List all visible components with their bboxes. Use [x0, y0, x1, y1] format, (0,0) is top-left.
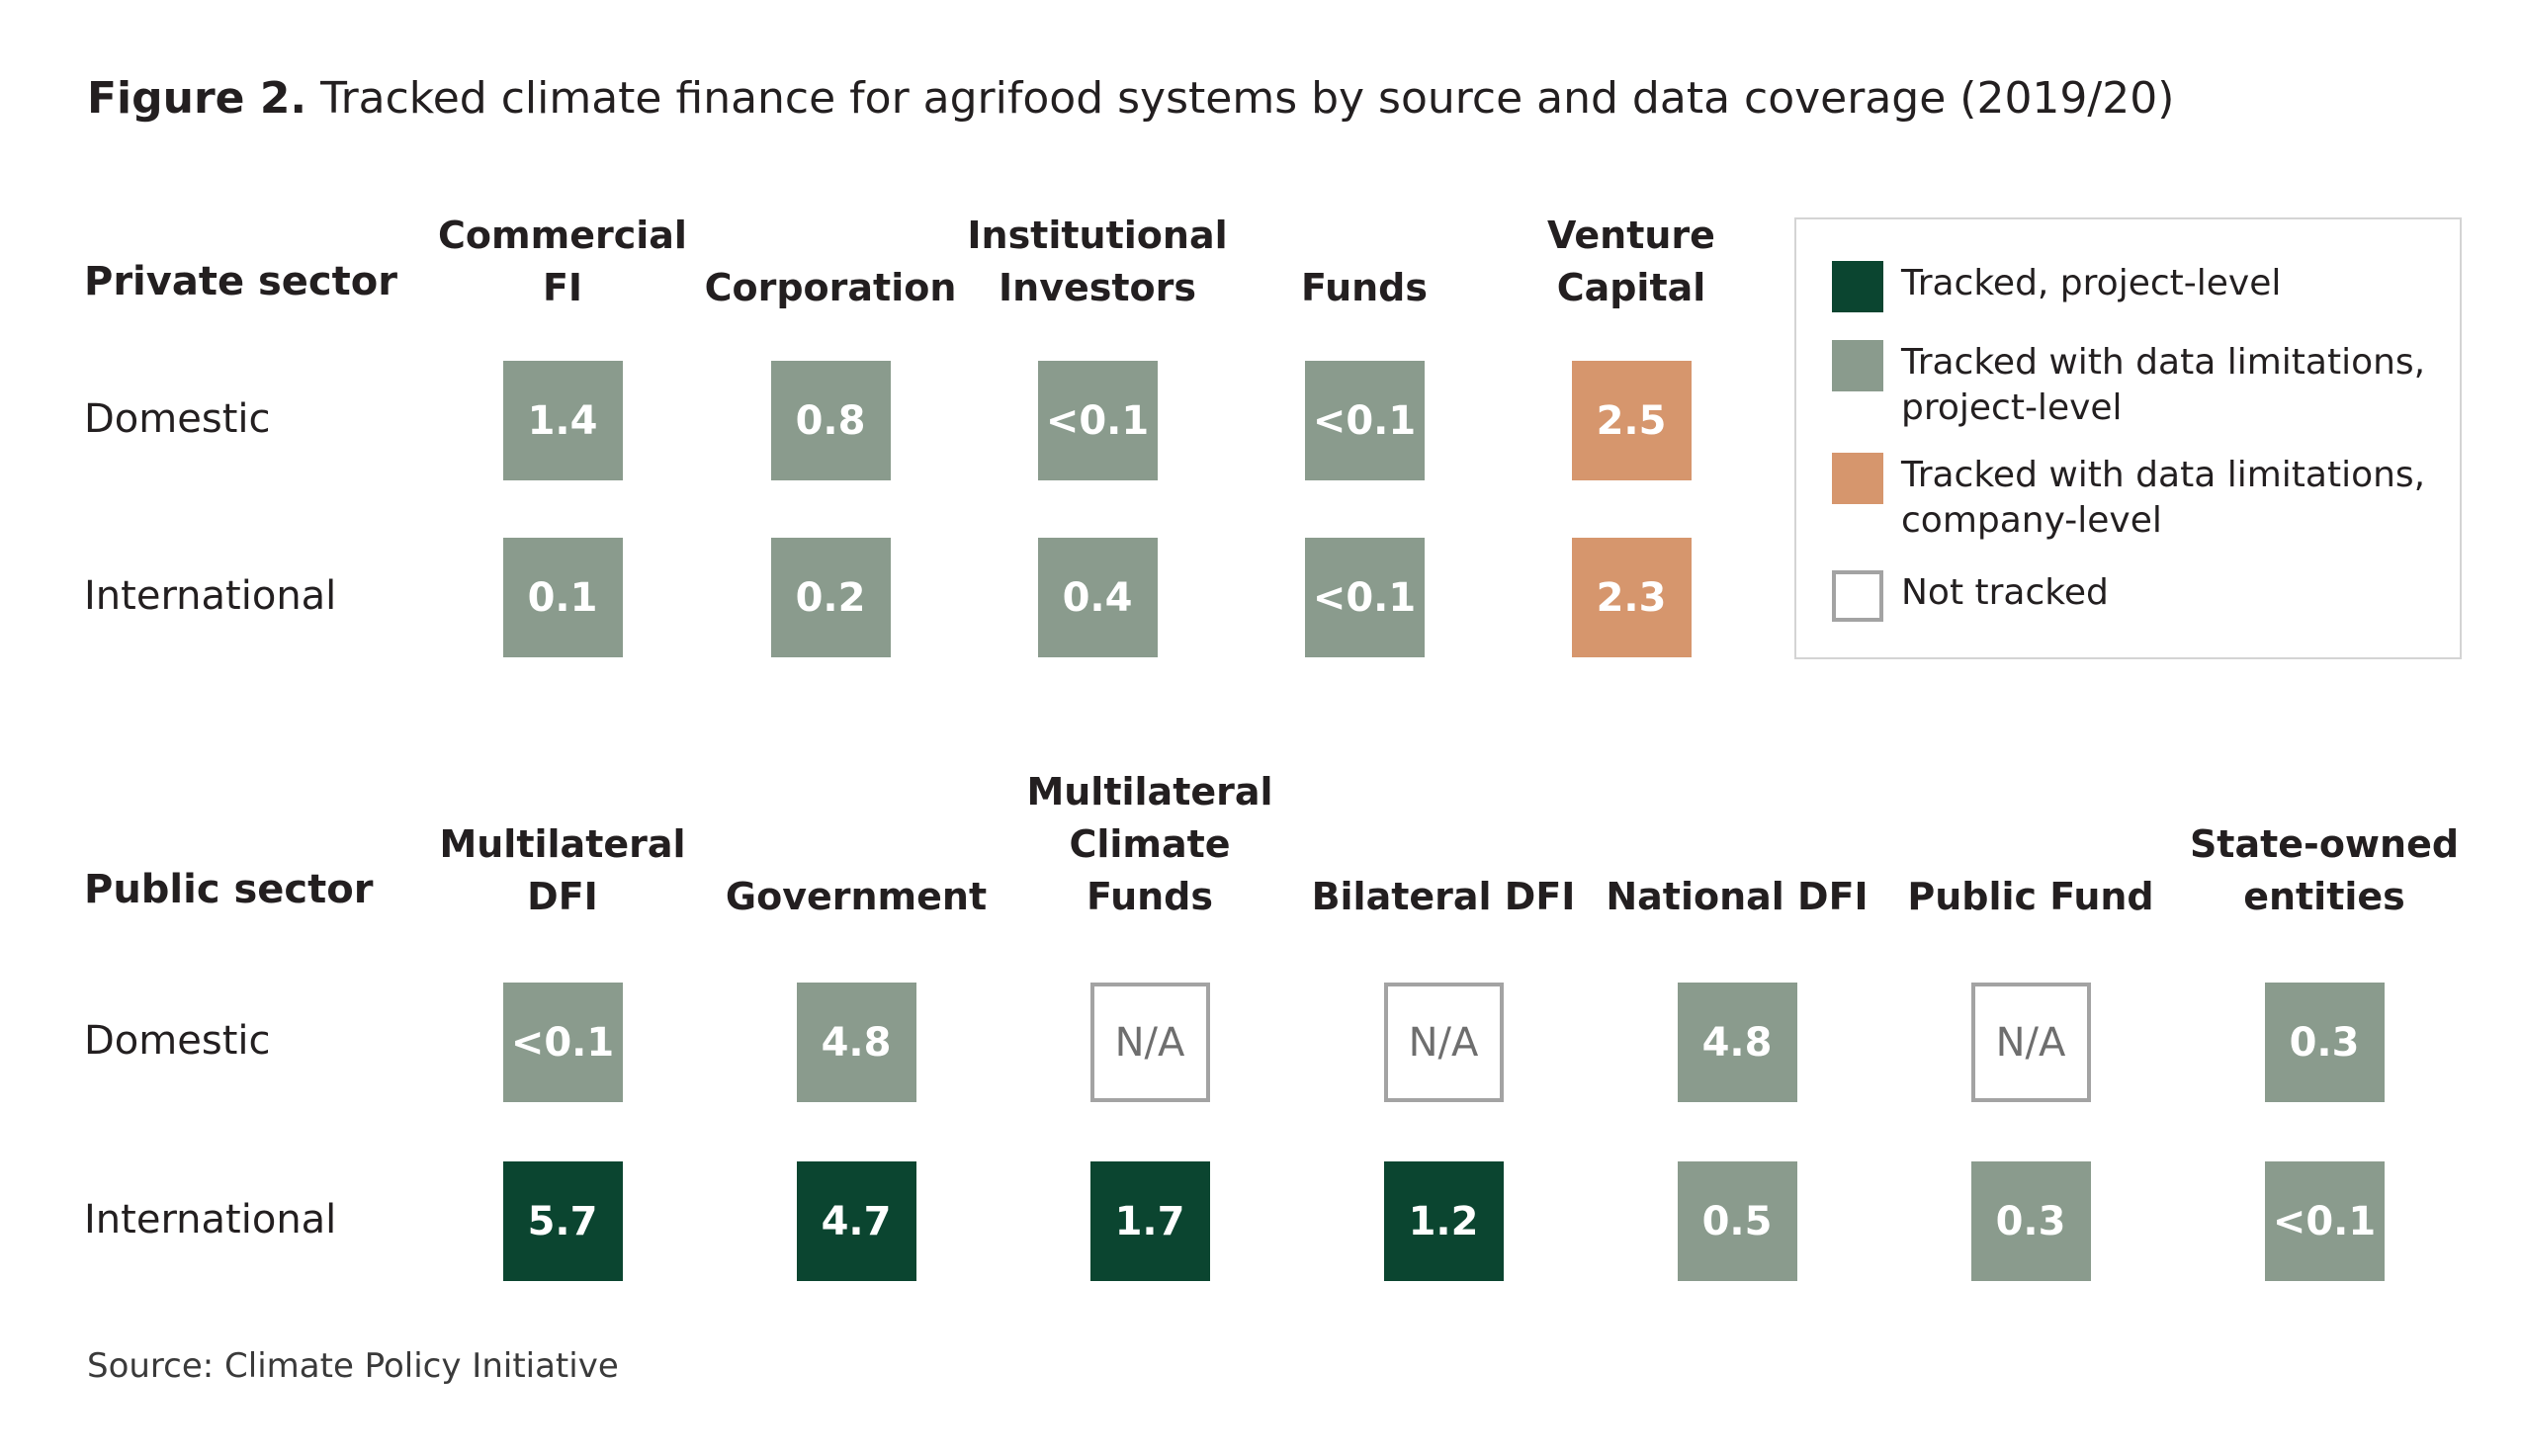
value-cell: 0.5: [1677, 1161, 1797, 1281]
value-cell: 0.3: [2264, 983, 2385, 1102]
value-cell: <0.1: [1304, 538, 1425, 657]
legend-item-not-tracked: Not tracked: [1832, 570, 2455, 622]
value-cell: 0.3: [1970, 1161, 2091, 1281]
value-cell: 1.7: [1089, 1161, 1210, 1281]
value-cell: N/A: [1970, 983, 2091, 1102]
value-cell: N/A: [1089, 983, 1210, 1102]
value-cell: <0.1: [2264, 1161, 2385, 1281]
legend-item-company: Tracked with data limitations, company-l…: [1832, 453, 2455, 544]
column-header: National DFI: [1606, 875, 1869, 918]
value-cell: 2.5: [1571, 361, 1692, 480]
value-cell: 4.7: [796, 1161, 916, 1281]
value-cell: <0.1: [1037, 361, 1158, 480]
legend-swatch-company: [1832, 453, 1883, 504]
value-cell: 1.4: [502, 361, 623, 480]
column-header: Multilateral Climate Funds: [1026, 770, 1273, 918]
column-header: Institutional Investors: [967, 214, 1228, 309]
column-header: Government: [725, 875, 988, 918]
value-cell: N/A: [1383, 983, 1504, 1102]
value-cell: 4.8: [1677, 983, 1797, 1102]
value-cell: 2.3: [1571, 538, 1692, 657]
source-note: Source: Climate Policy Initiative: [87, 1346, 619, 1386]
legend-label: Not tracked: [1901, 572, 2109, 613]
value-cell: 4.8: [796, 983, 916, 1102]
column-header: State-owned entities: [2189, 822, 2460, 918]
legend-label: Tracked, project-level: [1901, 263, 2282, 303]
value-cell: 1.2: [1383, 1161, 1504, 1281]
value-cell: 0.8: [770, 361, 891, 480]
sector-label: Public sector: [84, 867, 374, 912]
legend: Tracked, project-level Tracked with data…: [1794, 217, 2462, 659]
row-label: International: [84, 573, 337, 619]
row-label: International: [84, 1197, 337, 1242]
value-cell: <0.1: [502, 983, 623, 1102]
column-header: Public Fund: [1907, 875, 2154, 918]
legend-swatch-limited: [1832, 340, 1883, 391]
value-cell: 0.2: [770, 538, 891, 657]
value-cell: 0.4: [1037, 538, 1158, 657]
legend-item-limited: Tracked with data limitations, project-l…: [1832, 340, 2455, 431]
legend-label: Tracked with data limitations, company-l…: [1901, 455, 2426, 541]
column-header: Corporation: [704, 266, 957, 309]
value-cell: <0.1: [1304, 361, 1425, 480]
column-header: Venture Capital: [1547, 214, 1715, 309]
legend-swatch-tracked: [1832, 261, 1883, 312]
column-header: Bilateral DFI: [1311, 875, 1576, 918]
row-label: Domestic: [84, 396, 271, 442]
column-header: Funds: [1301, 266, 1428, 309]
chart-title: Figure 2. Tracked climate finance for ag…: [87, 73, 2174, 124]
sector-label: Private sector: [84, 259, 397, 304]
value-cell: 5.7: [502, 1161, 623, 1281]
figure-number: Figure 2.: [87, 73, 307, 124]
row-label: Domestic: [84, 1018, 271, 1064]
column-header: Commercial FI: [438, 214, 687, 309]
figure-caption: Tracked climate finance for agrifood sys…: [320, 73, 2175, 124]
value-cell: 0.1: [502, 538, 623, 657]
legend-item-tracked: Tracked, project-level: [1832, 261, 2455, 312]
legend-label: Tracked with data limitations, project-l…: [1901, 342, 2426, 428]
legend-swatch-not-tracked: [1832, 570, 1883, 622]
column-header: Multilateral DFI: [439, 822, 686, 918]
